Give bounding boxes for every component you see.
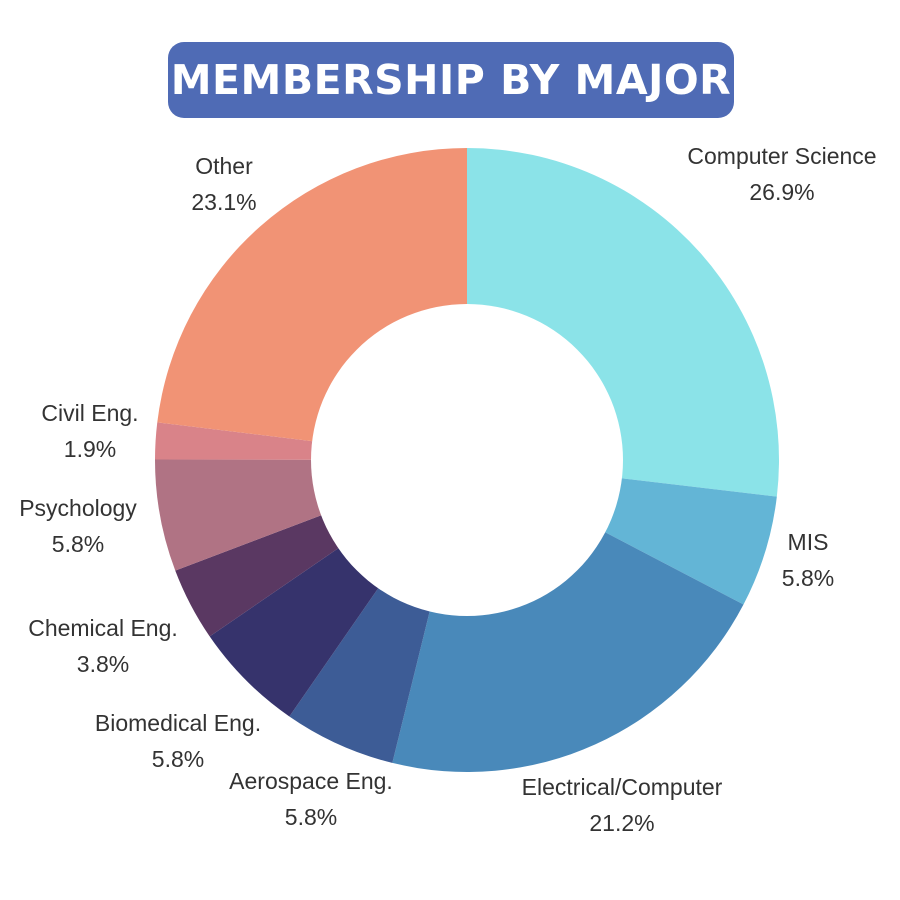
slice-label: Aerospace Eng. 5.8% <box>229 768 393 830</box>
slice-label-name: Computer Science <box>687 143 876 169</box>
slice-label-name: Chemical Eng. <box>28 615 178 641</box>
slice-label-name: Aerospace Eng. <box>229 768 393 794</box>
slice-label-value: 5.8% <box>285 804 337 830</box>
donut-center-hole <box>311 304 623 616</box>
slice-labels: Computer Science 26.9% MIS 5.8% Electrical/C… <box>19 143 876 836</box>
slice-label: Chemical Eng. 3.8% <box>28 615 178 677</box>
slice-label: Civil Eng. 1.9% <box>41 400 138 462</box>
chart-title: MEMBERSHIP BY MAJOR <box>168 42 734 118</box>
slice-label-name: Electrical/Computer <box>522 774 723 800</box>
slice-label-name: Other <box>195 153 253 179</box>
slice-label-name: MIS <box>788 529 829 555</box>
slice-label-value: 23.1% <box>191 189 256 215</box>
slice-label: Other 23.1% <box>191 153 256 215</box>
slice-label-value: 5.8% <box>152 746 204 772</box>
slice-label-name: Biomedical Eng. <box>95 710 261 736</box>
slice-label-value: 5.8% <box>52 531 104 557</box>
slice-label-value: 5.8% <box>782 565 834 591</box>
slice-label-value: 3.8% <box>77 651 129 677</box>
slice-label-value: 21.2% <box>589 810 654 836</box>
slice-label: Electrical/Computer 21.2% <box>522 774 723 836</box>
slice-label: MIS 5.8% <box>782 529 834 591</box>
slice-label-name: Psychology <box>19 495 137 521</box>
slice-label-name: Civil Eng. <box>41 400 138 426</box>
slice-label: Computer Science 26.9% <box>687 143 876 205</box>
slice-label: Psychology 5.8% <box>19 495 137 557</box>
slice-label-value: 1.9% <box>64 436 116 462</box>
slice-label: Biomedical Eng. 5.8% <box>95 710 261 772</box>
slice-label-value: 26.9% <box>749 179 814 205</box>
